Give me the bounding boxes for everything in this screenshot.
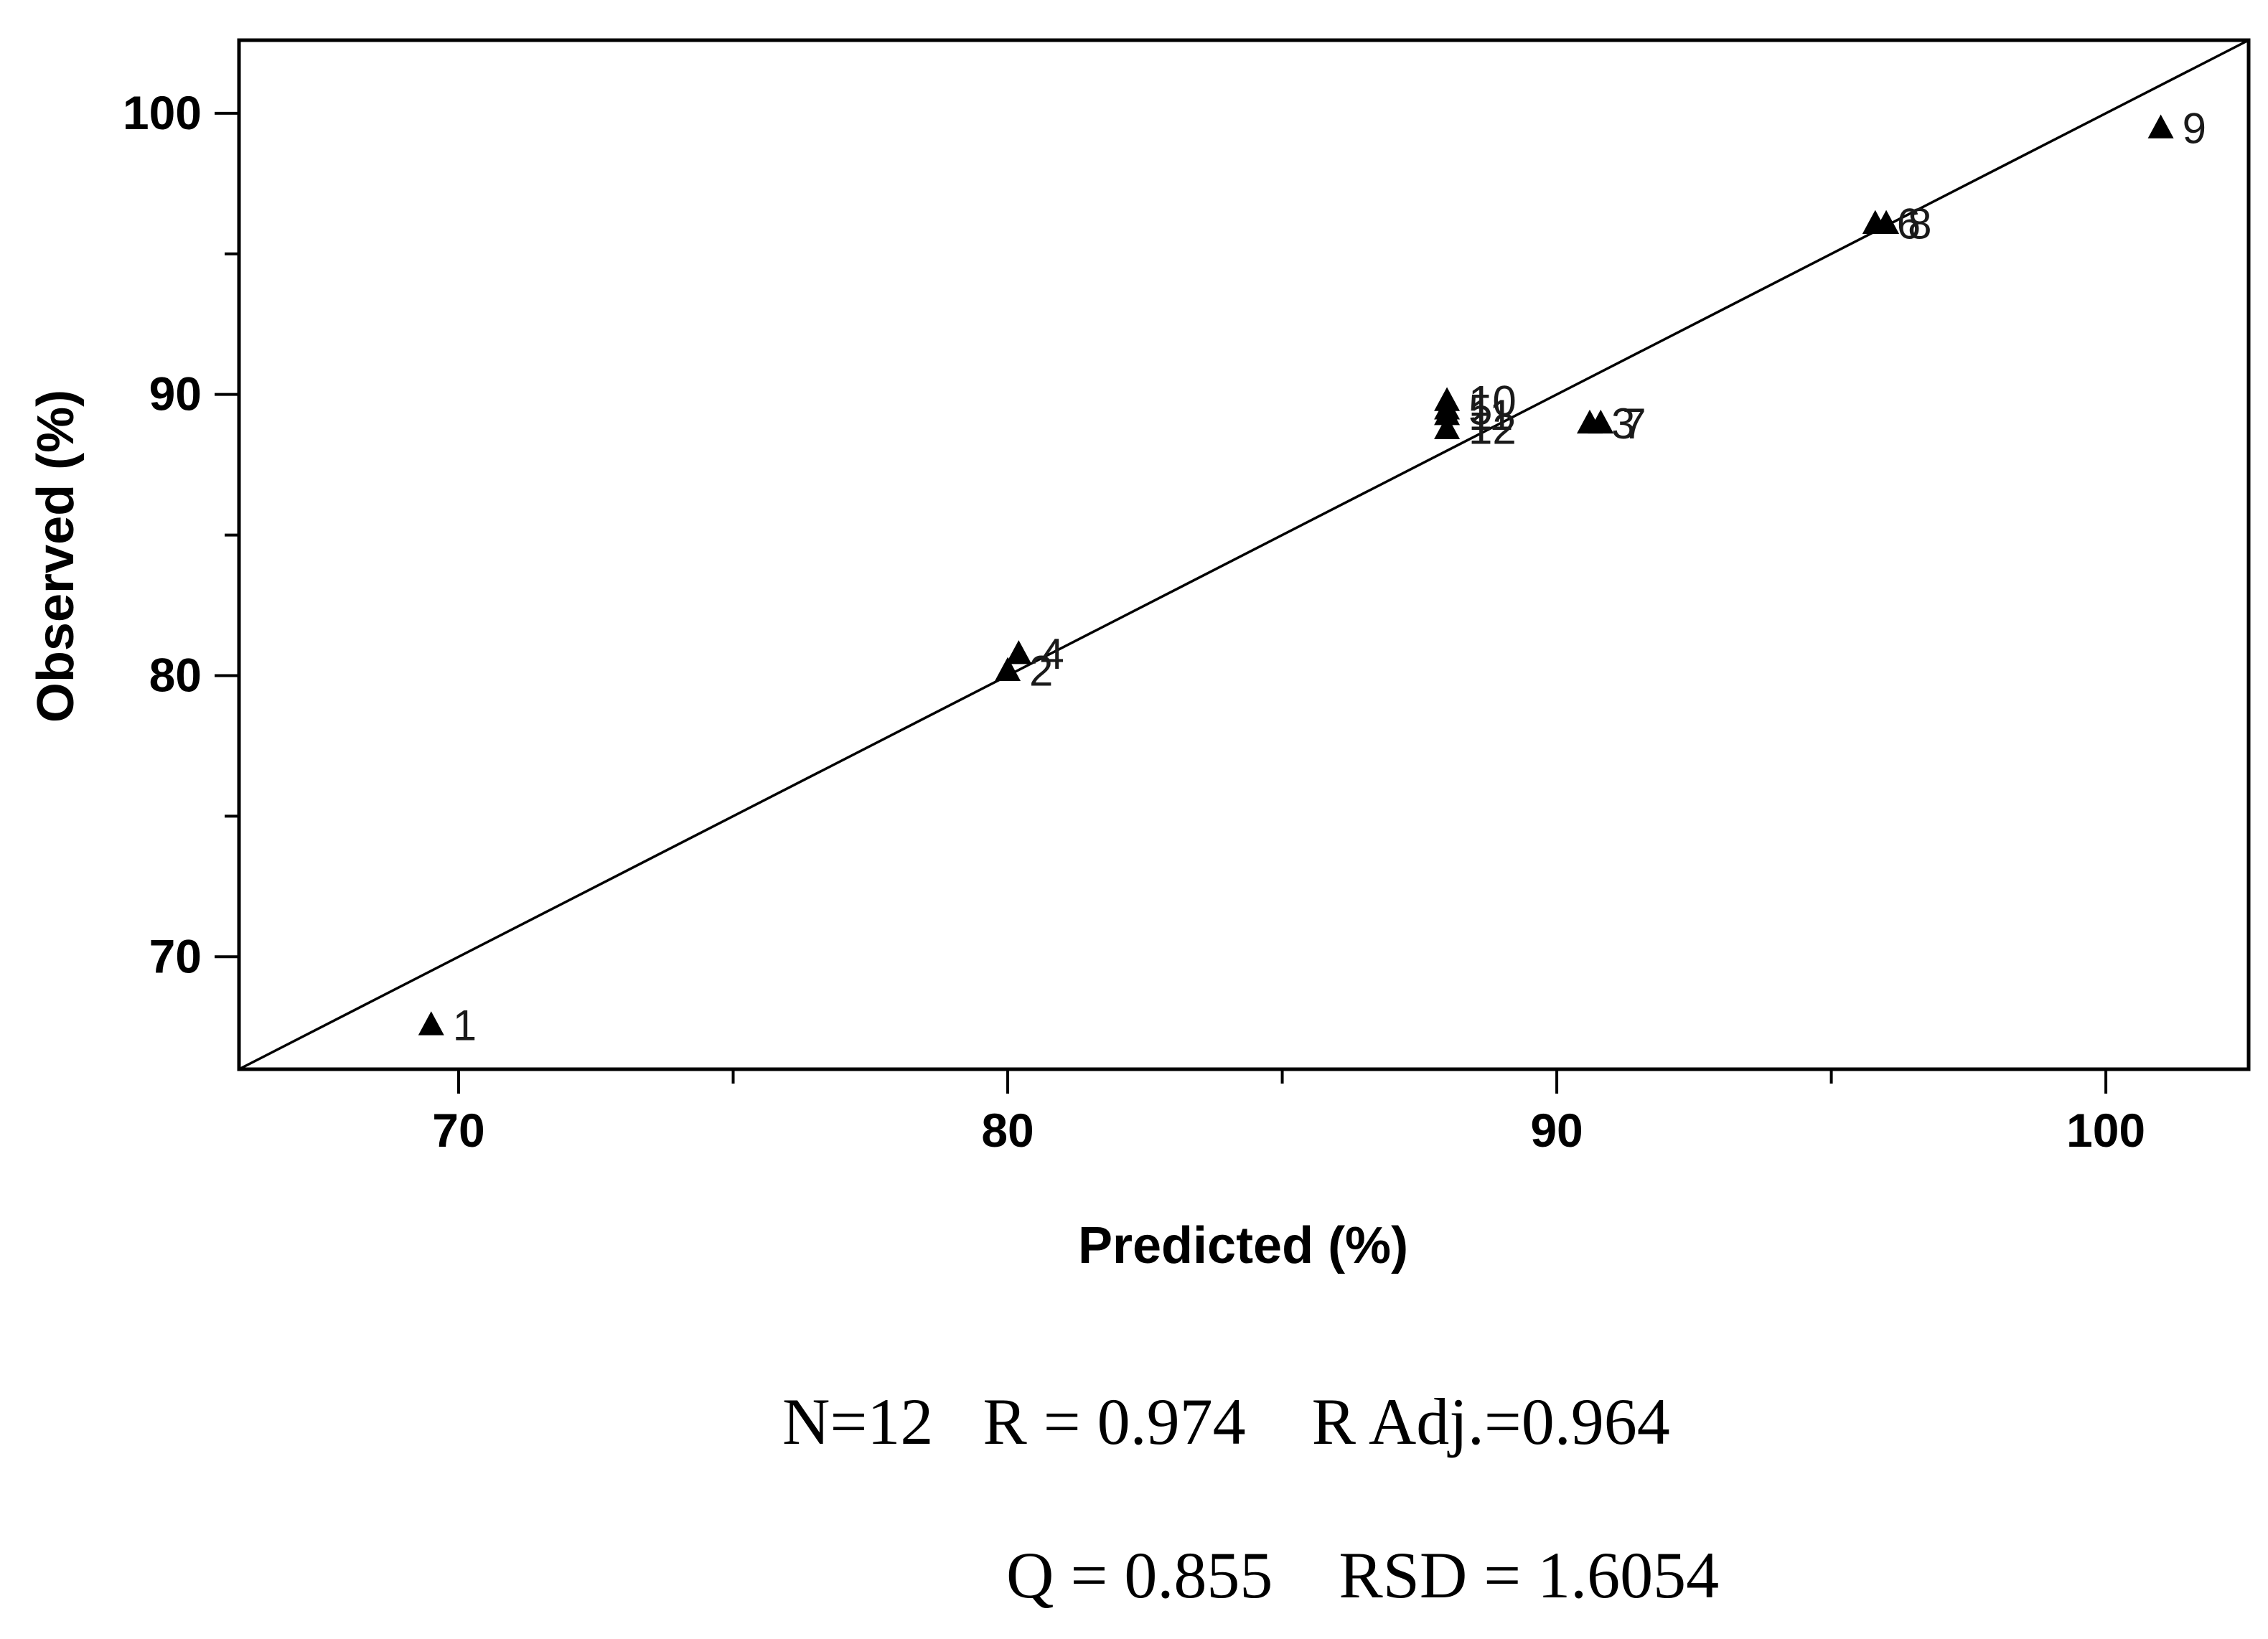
- identity-line: [238, 39, 2249, 1071]
- data-point-marker: [995, 657, 1021, 681]
- stats-line-2: Q = 0.855 RSD = 1.6054: [1006, 1539, 1720, 1612]
- stats-line-1: N=12 R = 0.974 R Adj.=0.964: [782, 1385, 1670, 1458]
- data-point-label: 10: [1468, 377, 1517, 426]
- data-point-marker: [1588, 409, 1614, 434]
- x-axis-title: Predicted (%): [1078, 1217, 1408, 1274]
- data-point-marker: [418, 1011, 444, 1035]
- data-point-marker: [1434, 415, 1461, 439]
- data-point-label: 6: [1897, 200, 1921, 248]
- data-point-label: 3: [1611, 400, 1635, 448]
- data-point-label: 11: [1468, 391, 1513, 439]
- data-point-marker: [1873, 210, 1900, 234]
- data-point-label: 4: [1040, 630, 1064, 678]
- data-point-marker: [1434, 401, 1461, 426]
- data-point-label: 7: [1622, 400, 1646, 448]
- data-point-label: 5: [1468, 385, 1492, 433]
- data-point-label: 2: [1029, 647, 1053, 695]
- data-point-label: 12: [1468, 405, 1517, 454]
- y-tick-label: 80: [149, 648, 202, 701]
- data-point-label: 8: [1908, 200, 1931, 248]
- x-tick-label: 70: [432, 1104, 484, 1157]
- x-tick-label: 80: [981, 1104, 1034, 1157]
- data-point-label: 9: [2183, 104, 2206, 152]
- data-point-marker: [1006, 640, 1032, 664]
- y-axis-title: Observed (%): [27, 390, 85, 723]
- y-tick-label: 90: [149, 367, 202, 421]
- y-tick-label: 100: [123, 86, 202, 139]
- data-point-marker: [2147, 114, 2174, 138]
- data-point-label: 1: [453, 1001, 477, 1049]
- x-tick-label: 100: [2066, 1104, 2145, 1157]
- y-tick-label: 70: [149, 929, 202, 982]
- plot-frame: [237, 38, 2251, 1071]
- data-point-marker: [1434, 387, 1461, 411]
- x-tick-label: 90: [1530, 1104, 1583, 1157]
